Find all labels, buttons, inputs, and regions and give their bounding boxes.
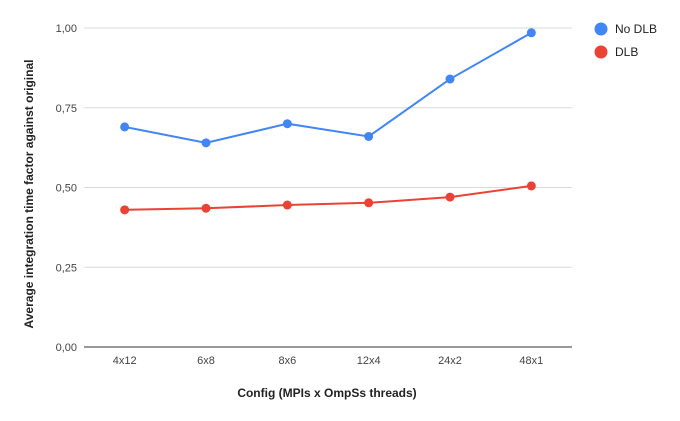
x-tick-label: 8x6 bbox=[278, 355, 296, 367]
data-point bbox=[445, 74, 455, 84]
data-point bbox=[282, 119, 292, 129]
data-point bbox=[120, 122, 130, 132]
y-tick-label: 0,50 bbox=[56, 183, 77, 195]
x-tick-label: 24x2 bbox=[438, 355, 462, 367]
x-axis-title: Config (MPIs x OmpSs threads) bbox=[237, 386, 416, 400]
y-tick-label: 0,00 bbox=[56, 342, 77, 354]
legend-label-0: No DLB bbox=[615, 22, 657, 36]
legend: No DLB DLB bbox=[594, 22, 657, 59]
x-tick-label: 4x12 bbox=[113, 355, 137, 367]
gridlines bbox=[84, 27, 572, 348]
series-line-0 bbox=[124, 31, 532, 144]
series-group bbox=[120, 28, 536, 215]
legend-marker-1 bbox=[594, 45, 608, 59]
data-point bbox=[526, 28, 536, 38]
x-tick-label: 48x1 bbox=[519, 355, 543, 367]
data-point bbox=[364, 131, 374, 141]
legend-marker-0 bbox=[594, 22, 608, 36]
data-point bbox=[120, 205, 130, 215]
data-point bbox=[282, 200, 292, 210]
series-line-1 bbox=[124, 184, 532, 211]
y-axis-ticks: 0,00 0,25 0,50 0,75 1,00 bbox=[56, 23, 77, 354]
data-point bbox=[201, 138, 211, 148]
data-point bbox=[364, 198, 374, 208]
y-tick-label: 1,00 bbox=[56, 23, 77, 35]
data-point bbox=[526, 181, 536, 191]
data-point bbox=[201, 203, 211, 213]
y-axis-title: Average integration time factor against … bbox=[22, 60, 36, 329]
x-tick-label: 12x4 bbox=[357, 355, 381, 367]
y-tick-label: 0,25 bbox=[56, 262, 77, 274]
legend-label-1: DLB bbox=[615, 45, 638, 59]
data-point bbox=[445, 192, 455, 202]
x-tick-label: 6x8 bbox=[197, 355, 215, 367]
x-axis-ticks: 4x12 6x8 8x6 12x4 24x2 48x1 bbox=[113, 355, 544, 367]
y-tick-label: 0,75 bbox=[56, 103, 77, 115]
